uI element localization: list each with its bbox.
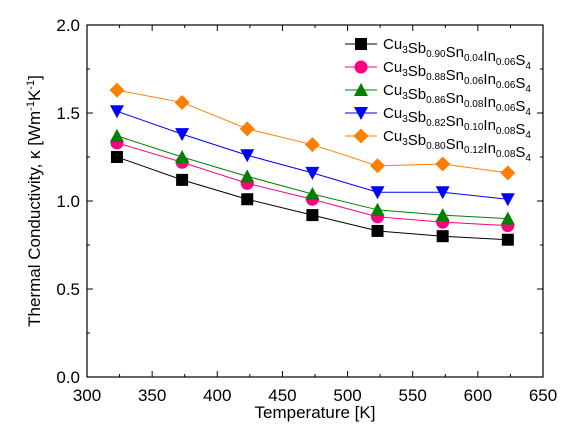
legend-label: Cu3Sb0.86Sn0.08In0.06S4 [383,82,531,118]
data-point [305,166,320,180]
legend-entry: Cu3Sb0.82Sn0.10In0.08S4 [345,105,531,141]
legend-label: Cu3Sb0.80Sn0.12In0.08S4 [383,128,531,164]
data-point [370,186,385,200]
legend-label: Cu3Sb0.90Sn0.04In0.06S4 [383,36,531,72]
data-point [371,224,384,237]
data-point [175,150,190,163]
series-1 [110,151,514,246]
series-layer [109,82,516,246]
legend-marker [355,38,367,50]
data-point [435,208,450,222]
data-point [239,121,255,137]
data-point [370,158,386,174]
data-point [240,149,255,163]
axis-ticks [86,24,544,378]
legend-entry: Cu3Sb0.90Sn0.04In0.06S4 [345,36,531,72]
x-tick-label: 300 [73,386,101,405]
x-tick-label: 600 [464,386,492,405]
x-tick-label: 500 [333,386,361,405]
y-tick-label: 2.0 [56,16,80,35]
data-point [109,128,124,142]
data-point [241,193,254,206]
legend-label: Cu3Sb0.82Sn0.10In0.08S4 [383,105,531,141]
x-tick-label: 400 [203,386,231,405]
y-axis-title: Thermal Conductivity, κ [Wm-1K-1] [25,75,44,327]
x-axis-title: Temperature [K] [255,403,376,422]
data-point [306,209,319,222]
y-tick-label: 0.5 [56,280,80,299]
data-point [370,202,385,216]
data-point [109,82,125,98]
x-tick-label: 450 [268,386,296,405]
tick-labels: 300 350 400 450 500 550 600 650 0.0 0.5 1.0 1.5 2.0 [56,16,557,405]
data-point [109,105,124,119]
data-point [110,151,123,163]
y-tick-label: 0.0 [56,368,80,387]
legend-marker [354,107,368,120]
legend-marker [354,83,368,96]
legend: Cu3Sb0.90Sn0.04In0.06S4Cu3Sb0.88Sn0.06In… [345,36,531,164]
legend-marker [353,128,369,144]
data-point [500,211,515,225]
y-tick-label: 1.5 [56,104,80,123]
series-4 [109,105,515,207]
data-point [240,169,255,183]
series-5 [109,82,516,181]
legend-entry: Cu3Sb0.80Sn0.12In0.08S4 [345,128,531,164]
data-point [500,165,516,181]
x-tick-label: 650 [529,386,557,405]
data-point [176,173,189,186]
series-3 [109,128,515,225]
data-point [305,186,320,200]
data-point [435,156,451,172]
data-point [436,230,449,243]
data-point [435,186,450,200]
legend-label: Cu3Sb0.88Sn0.06In0.06S4 [383,59,531,95]
data-point [500,193,515,207]
x-tick-label: 350 [138,386,166,405]
legend-entry: Cu3Sb0.88Sn0.06In0.06S4 [345,59,531,95]
data-point [175,128,190,142]
x-tick-label: 550 [399,386,427,405]
data-point [304,137,320,153]
y-tick-label: 1.0 [56,192,80,211]
data-point [174,94,190,110]
legend-entry: Cu3Sb0.86Sn0.08In0.06S4 [345,82,531,118]
data-point [501,233,514,246]
legend-marker [354,60,368,74]
